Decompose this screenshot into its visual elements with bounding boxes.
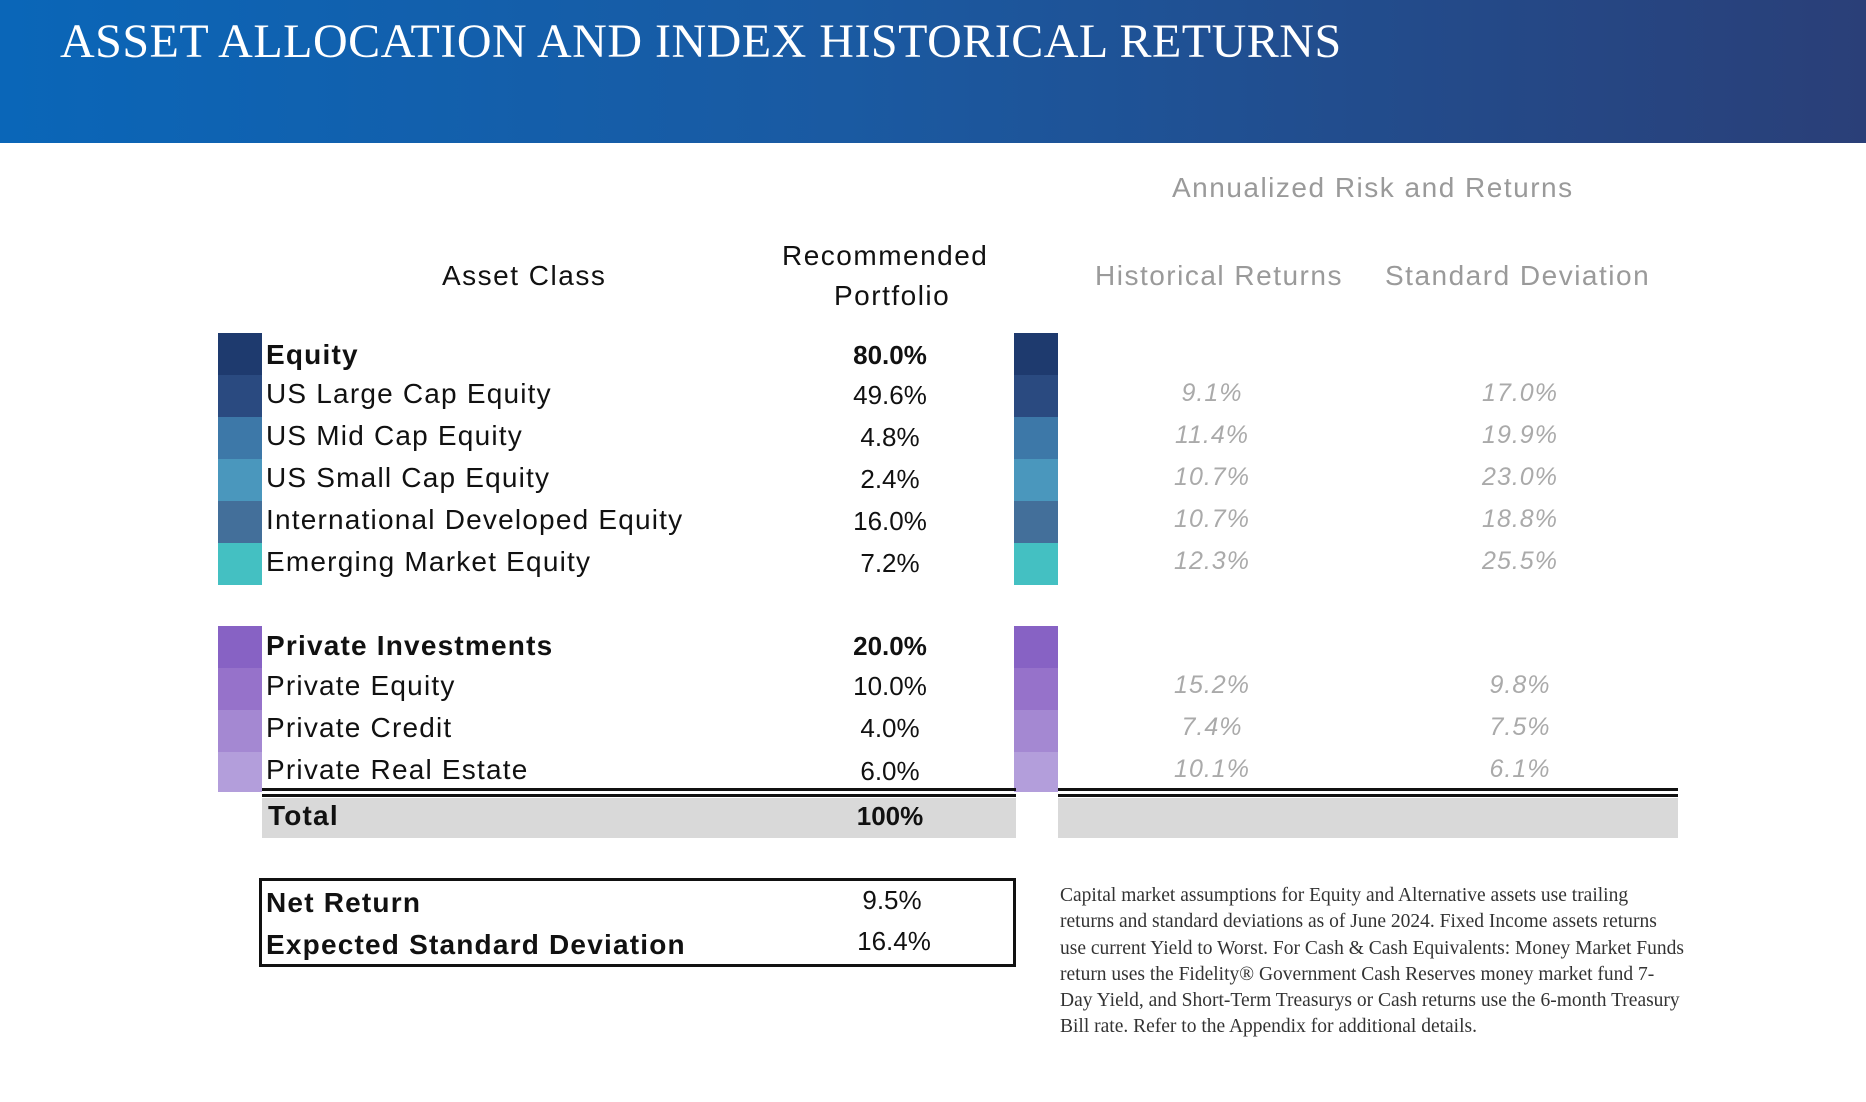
summary-box (259, 878, 1016, 967)
asset-class-header: Asset Class (442, 260, 607, 291)
standard-deviation-header: Standard Deviation (1385, 260, 1651, 291)
table-row-label: Private Credit (266, 712, 453, 743)
table-row-swatch-right (1014, 459, 1058, 501)
table-row-stddev: 7.5% (1489, 713, 1551, 741)
table-row-swatch-right (1014, 710, 1058, 752)
table-row-weight: 4.0% (860, 713, 920, 743)
private-swatch-right (1014, 626, 1058, 668)
table-row-label: US Mid Cap Equity (266, 420, 523, 451)
table-row-weight: 16.0% (853, 506, 927, 536)
table-row-historical: 7.4% (1181, 713, 1243, 741)
table-row-swatch-left (218, 459, 262, 501)
table-row-historical: 11.4% (1174, 421, 1250, 449)
recommended-header-line1: Recommended (782, 240, 989, 271)
table-row-label: Private Equity (266, 670, 456, 701)
page-title: ASSET ALLOCATION AND INDEX HISTORICAL RE… (60, 15, 1342, 68)
table-row-weight: 10.0% (853, 671, 927, 701)
private-group-weight: 20.0% (853, 631, 927, 661)
table-row-historical: 9.1% (1181, 379, 1243, 407)
total-bar-right (1058, 798, 1678, 838)
table-row-label: US Small Cap Equity (266, 462, 551, 493)
table-row-stddev: 9.8% (1489, 671, 1551, 699)
header-banner: ASSET ALLOCATION AND INDEX HISTORICAL RE… (0, 0, 1866, 143)
table-row-swatch-right (1014, 543, 1058, 585)
equity-group-weight: 80.0% (853, 340, 927, 370)
table-row-weight: 49.6% (853, 380, 927, 410)
table-row-swatch-left (218, 710, 262, 752)
table-row-weight: 7.2% (860, 548, 920, 578)
table-row-label: Emerging Market Equity (266, 546, 592, 577)
table-row-swatch-left (218, 417, 262, 459)
total-weight: 100% (856, 801, 924, 831)
annualized-risk-returns-header: Annualized Risk and Returns (1172, 172, 1574, 203)
recommended-header-line2: Portfolio (834, 280, 951, 311)
table-row-stddev: 23.0% (1482, 463, 1558, 491)
equity-group-label: Equity (266, 339, 359, 370)
table-row-label: Private Real Estate (266, 754, 529, 785)
table-row-historical: 15.2% (1174, 671, 1250, 699)
equity-swatch-left (218, 333, 262, 375)
table-row-swatch-right (1014, 668, 1058, 710)
table-row-stddev: 17.0% (1482, 379, 1558, 407)
table-row-swatch-left (218, 501, 262, 543)
table-row-swatch-right (1014, 501, 1058, 543)
table-row-stddev: 19.9% (1482, 421, 1558, 449)
total-bar-left (262, 798, 1016, 838)
total-rule-top-right (1058, 788, 1678, 791)
table-row-swatch-left (218, 752, 262, 792)
table-row-swatch-right (1014, 752, 1058, 792)
table-row-swatch-left (218, 668, 262, 710)
table-row-stddev: 25.5% (1482, 547, 1558, 575)
table-row-historical: 12.3% (1174, 547, 1250, 575)
table-row-swatch-left (218, 543, 262, 585)
expected-sd-value: 16.4% (857, 926, 931, 956)
private-swatch-left (218, 626, 262, 668)
total-rule-bottom-left (262, 794, 1016, 797)
total-label: Total (268, 800, 339, 831)
table-row-weight: 6.0% (860, 756, 920, 786)
private-group-label: Private Investments (266, 630, 554, 661)
table-row-historical: 10.7% (1174, 463, 1250, 491)
table-row-swatch-right (1014, 417, 1058, 459)
table-row-historical: 10.1% (1174, 755, 1250, 783)
table-row-historical: 10.7% (1174, 505, 1250, 533)
table-row-weight: 2.4% (860, 464, 920, 494)
net-return-value: 9.5% (862, 885, 922, 915)
footnote: Capital market assumptions for Equity an… (1060, 885, 1684, 1038)
equity-swatch-right (1014, 333, 1058, 375)
table-row-stddev: 6.1% (1489, 755, 1551, 783)
table-row-swatch-left (218, 375, 262, 417)
historical-returns-header: Historical Returns (1095, 260, 1343, 291)
total-rule-top-left (262, 788, 1016, 791)
table-row-weight: 4.8% (860, 422, 920, 452)
table-row-label: US Large Cap Equity (266, 378, 552, 409)
table-row-stddev: 18.8% (1482, 505, 1558, 533)
expected-sd-label: Expected Standard Deviation (266, 929, 686, 960)
net-return-label: Net Return (266, 887, 422, 918)
table-row-swatch-right (1014, 375, 1058, 417)
table-row-label: International Developed Equity (266, 504, 684, 535)
total-rule-bottom-right (1058, 794, 1678, 797)
